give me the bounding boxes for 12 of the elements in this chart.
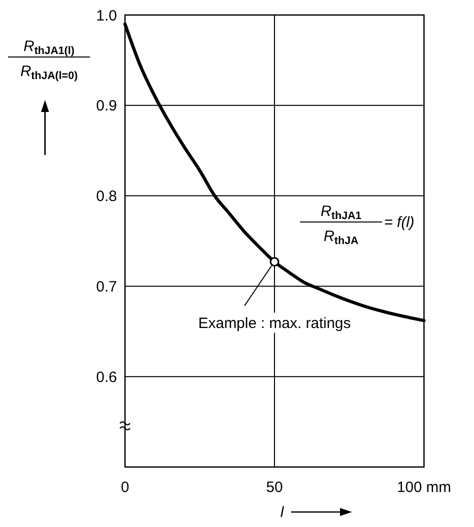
y-tick-label: 1.0 [96, 7, 117, 24]
y-tick-label: 0.9 [96, 98, 117, 115]
x-axis-title: l [280, 504, 284, 521]
y-axis-title: R$_{thJA1(l)}$ R$_{thJA(l=0)}$ [20, 38, 78, 82]
y-tick-label: 0.7 [96, 278, 117, 296]
x-tick-label: 0 [120, 479, 130, 496]
y-tick-label: 0.6 [96, 368, 117, 386]
x-tick-label: 50 [266, 479, 283, 496]
text: R$_{thJA1}$ R$_{thJA}$ = f(l) [320, 203, 414, 248]
x-tick-label: 100 mm [396, 479, 452, 496]
y-tick-label: 0.8 [96, 188, 117, 206]
annotation: Example : max. ratings [198, 314, 351, 332]
